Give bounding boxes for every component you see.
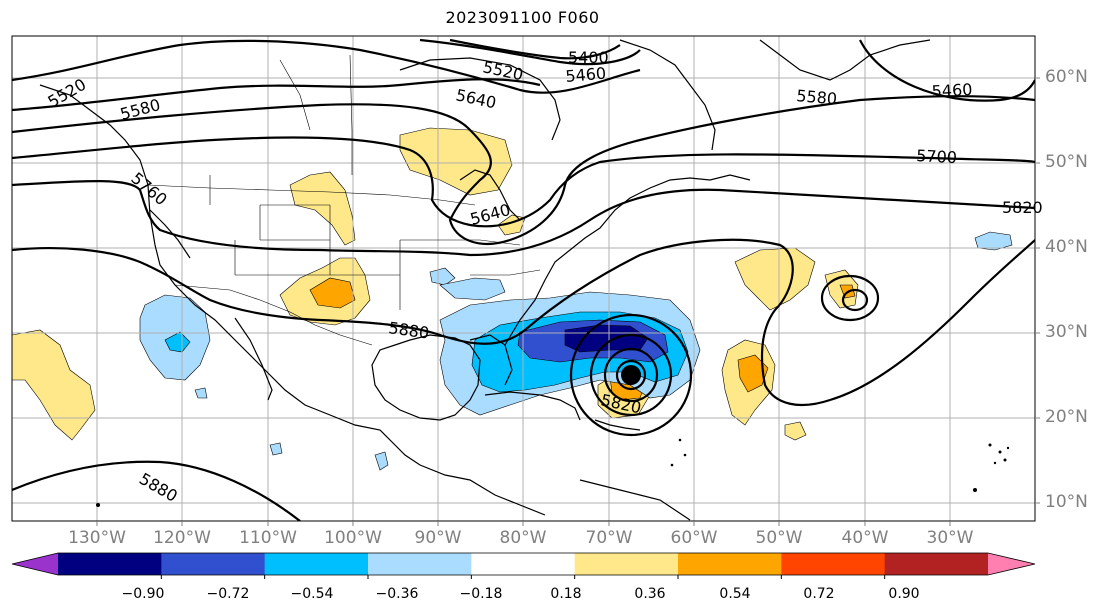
colorbar-tick-label: −0.72: [206, 586, 250, 602]
colorbar-tick-label: −0.90: [121, 586, 165, 602]
colorbar-segment: [678, 553, 782, 575]
colorbar: [11, 552, 1036, 579]
graticule: [12, 36, 1035, 521]
contour-label: 5580: [796, 86, 838, 108]
colorbar-extend-low: [12, 553, 58, 575]
lon-label: 110°W: [239, 528, 297, 548]
colorbar-tick-label: 0.54: [719, 586, 751, 602]
lon-label: 130°W: [68, 528, 126, 548]
colorbar-tick-label: −0.54: [290, 586, 334, 602]
lon-label: 70°W: [585, 528, 633, 548]
lon-label: 80°W: [499, 528, 547, 548]
colorbar-outline: [11, 552, 1036, 576]
map-title: 2023091100 F060: [445, 8, 600, 27]
colorbar-tick-label: −0.36: [375, 586, 419, 602]
colorbar-segment: [471, 553, 576, 575]
contour-label: 5820: [1002, 198, 1043, 217]
storm-center-marker: [621, 365, 641, 385]
lat-label: 40°N: [1045, 237, 1088, 257]
axis-ticks: [96, 77, 1040, 526]
colorbar-segment: [781, 553, 886, 575]
height-contours: [12, 38, 1035, 521]
island-dots: [96, 438, 1010, 507]
lat-label: 30°N: [1045, 322, 1088, 342]
colorbar-tick-label: 0.90: [888, 586, 920, 602]
colorbar-tick-label: 0.18: [550, 586, 582, 602]
colorbar-segment: [58, 553, 162, 575]
lat-label: 60°N: [1045, 67, 1088, 87]
lon-label: 100°W: [324, 528, 382, 548]
lat-label: 10°N: [1045, 492, 1088, 512]
colorbar-segment: [161, 553, 266, 575]
colorbar-tick-label: 0.72: [803, 586, 835, 602]
colorbar-segment: [368, 553, 472, 575]
colorbar-segment: [264, 553, 369, 575]
contour-label: 5400: [568, 48, 609, 67]
lon-label: 90°W: [414, 528, 462, 548]
contour-label: 5460: [931, 80, 973, 101]
lon-label: 60°W: [670, 528, 718, 548]
contour-label: 5700: [916, 146, 958, 167]
colorbar-tick-label: −0.18: [459, 586, 503, 602]
lat-label: 50°N: [1045, 152, 1088, 172]
lon-label: 50°W: [755, 528, 803, 548]
contour-label: 5460: [565, 64, 607, 86]
borders: [147, 54, 541, 346]
coastlines: [39, 39, 931, 521]
lon-label: 120°W: [153, 528, 211, 548]
colorbar-extend-high: [988, 553, 1035, 575]
lat-label: 20°N: [1045, 407, 1088, 427]
colorbar-tick-label: 0.36: [634, 586, 666, 602]
lon-label: 40°W: [841, 528, 889, 548]
anomaly-shading: [12, 127, 1013, 471]
colorbar-segment: [884, 553, 989, 575]
colorbar-segment: [574, 553, 679, 575]
lon-label: 30°W: [926, 528, 974, 548]
